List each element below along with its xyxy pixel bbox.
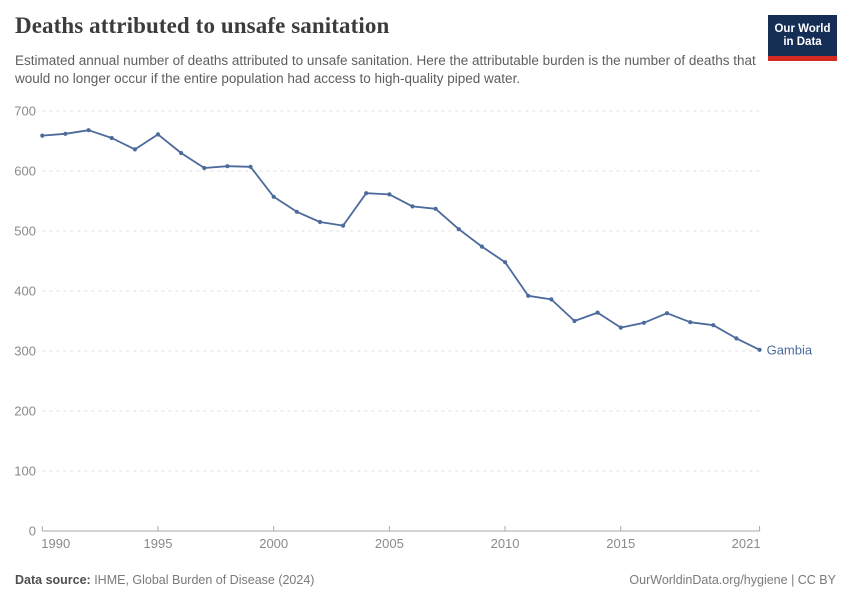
series-line (41, 129, 761, 351)
data-point (664, 311, 670, 316)
data-point (155, 132, 161, 137)
owid-logo-line2: in Data (783, 35, 822, 48)
data-point (641, 320, 647, 325)
owid-logo-box: Our World in Data (768, 15, 837, 56)
x-tick-label: 2015 (606, 536, 635, 551)
y-tick-label: 700 (14, 104, 36, 119)
data-point (109, 135, 114, 141)
chart-footer: Data source: IHME, Global Burden of Dise… (15, 573, 836, 587)
y-tick-label: 200 (14, 404, 36, 419)
owid-logo-line1: Our World (774, 22, 831, 35)
data-point (595, 310, 600, 315)
data-point (479, 244, 484, 249)
x-tick-label: 2005 (375, 536, 404, 551)
data-point (248, 164, 253, 169)
data-point (757, 347, 762, 352)
y-tick-label: 300 (14, 344, 36, 359)
x-tick-label: 2000 (259, 536, 288, 551)
x-tick-label: 1990 (41, 536, 70, 551)
x-tick-label: 1995 (144, 536, 173, 551)
x-tick-label: 2010 (491, 536, 520, 551)
credit-line: OurWorldinData.org/hygiene | CC BY (629, 573, 836, 587)
data-source-label: Data source: (15, 573, 91, 587)
data-source: Data source: IHME, Global Burden of Dise… (15, 573, 314, 587)
page-title: Deaths attributed to unsafe sanitation (15, 13, 390, 38)
y-tick-label: 600 (14, 164, 36, 179)
y-tick-label: 100 (14, 464, 36, 479)
data-point (317, 219, 323, 225)
data-point (433, 206, 438, 211)
y-tick-label: 500 (14, 224, 36, 239)
x-tick-label: 2021 (732, 536, 761, 551)
data-point (549, 297, 554, 302)
data-point (202, 165, 207, 171)
data-point (40, 133, 45, 138)
y-tick-label: 0 (29, 524, 36, 539)
data-point (225, 164, 230, 169)
data-point (688, 320, 693, 325)
chart-subtitle: Estimated annual number of deaths attrib… (15, 53, 756, 86)
data-point (86, 128, 91, 133)
series-end-label: Gambia (767, 342, 813, 357)
data-source-value: IHME, Global Burden of Disease (2024) (90, 573, 315, 587)
data-point (456, 227, 461, 232)
data-point (410, 204, 415, 209)
data-point (341, 223, 346, 228)
data-point (503, 260, 508, 265)
data-point (526, 293, 531, 298)
owid-logo: Our World in Data (768, 15, 837, 61)
data-point (63, 131, 68, 136)
data-point (572, 318, 577, 324)
data-point (734, 336, 739, 341)
owid-logo-stripe (768, 56, 837, 61)
data-point (711, 323, 716, 328)
data-point (271, 194, 276, 199)
data-point (132, 147, 137, 152)
data-point (364, 191, 369, 196)
y-tick-label: 400 (14, 284, 36, 299)
data-point (294, 209, 299, 214)
data-point (618, 325, 623, 330)
data-point (387, 192, 392, 197)
data-point (179, 150, 184, 156)
